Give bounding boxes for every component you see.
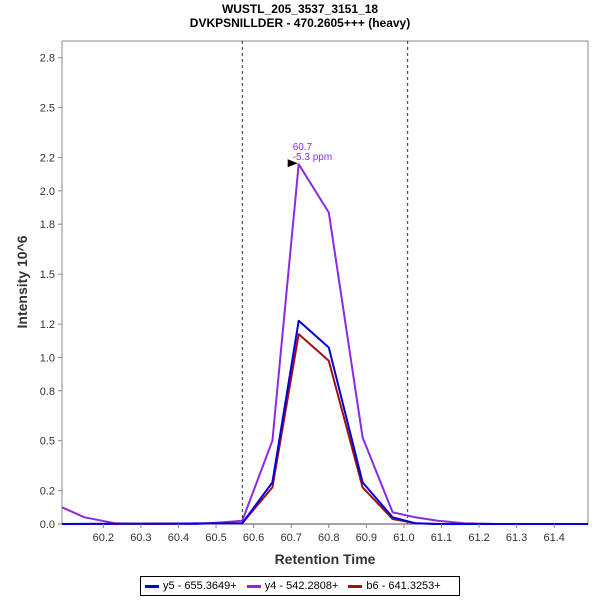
x-tick-label: 60.7 (280, 532, 301, 544)
legend-item-y4: y4 - 542.2808+ (246, 580, 339, 592)
y-tick-label: 2.2 (40, 153, 55, 165)
x-axis-label: Retention Time (275, 551, 376, 567)
legend: y5 - 655.3649+ y4 - 542.2808+ b6 - 641.3… (140, 576, 460, 596)
series-line-y5 (61, 319, 588, 525)
y-tick-label: 2.0 (40, 186, 55, 198)
legend-label-y5: y5 - 655.3649+ (163, 580, 237, 592)
y-tick-label: 1.0 (40, 352, 55, 364)
x-tick-label: 61.2 (468, 532, 489, 544)
legend-label-b6: b6 - 641.3253+ (366, 580, 441, 592)
legend-swatch-y4 (246, 584, 261, 588)
plot-area (61, 40, 589, 525)
x-tick-label: 61.1 (431, 532, 452, 544)
peak-ppm-label: -5.3 ppm (293, 152, 332, 163)
x-tick-label: 60.9 (356, 532, 377, 544)
x-tick-label: 60.3 (130, 532, 151, 544)
peak-annotation: 60.7-5.3 ppm (287, 142, 332, 168)
y-axis-ticks: 0.0 0.2 0.5 0.8 1.0 1.2 1.5 1.8 2.0 2.2 2.5 2.8 (40, 53, 62, 531)
x-axis-ticks: 60.2 60.3 60.4 60.5 60.6 60.7 60.8 60.9 61.0 61.1… (93, 524, 565, 544)
y-tick-label: 1.8 (40, 219, 55, 231)
x-tick-label: 61.0 (393, 532, 414, 544)
y-tick-label: 2.5 (40, 103, 55, 115)
series-layer (61, 163, 588, 525)
x-tick-label: 60.8 (318, 532, 339, 544)
x-tick-label: 60.4 (168, 532, 189, 544)
y-tick-label: 1.2 (40, 319, 55, 331)
y-tick-label: 1.5 (40, 269, 55, 281)
y-tick-label: 0.5 (40, 436, 55, 448)
legend-label-y4: y4 - 542.2808+ (264, 580, 339, 592)
marker-lines (241, 41, 409, 524)
y-tick-label: 0.2 (40, 486, 55, 498)
peak-rt-label: 60.7 (293, 142, 313, 153)
x-tick-label: 61.4 (543, 532, 564, 544)
y-axis-label: Intensity 10^6 (14, 235, 30, 328)
x-tick-label: 60.6 (243, 532, 264, 544)
x-tick-label: 60.5 (205, 532, 226, 544)
legend-swatch-y5 (145, 584, 159, 588)
legend-swatch-b6 (348, 584, 363, 588)
chart-subtitle: DVKPSNILLDER - 470.2605+++ (heavy) (190, 16, 410, 30)
y-tick-label: 2.8 (40, 53, 55, 65)
x-tick-label: 60.2 (93, 532, 114, 544)
y-tick-label: 0.8 (40, 386, 55, 398)
chart-title: WUSTL_205_3537_3151_18 (222, 2, 378, 16)
peak-arrow-icon (287, 159, 298, 168)
legend-item-y5: y5 - 655.3649+ (145, 580, 237, 592)
x-tick-label: 61.3 (506, 532, 527, 544)
legend-item-b6: b6 - 641.3253+ (348, 580, 441, 592)
y-tick-label: 0.0 (40, 519, 55, 531)
